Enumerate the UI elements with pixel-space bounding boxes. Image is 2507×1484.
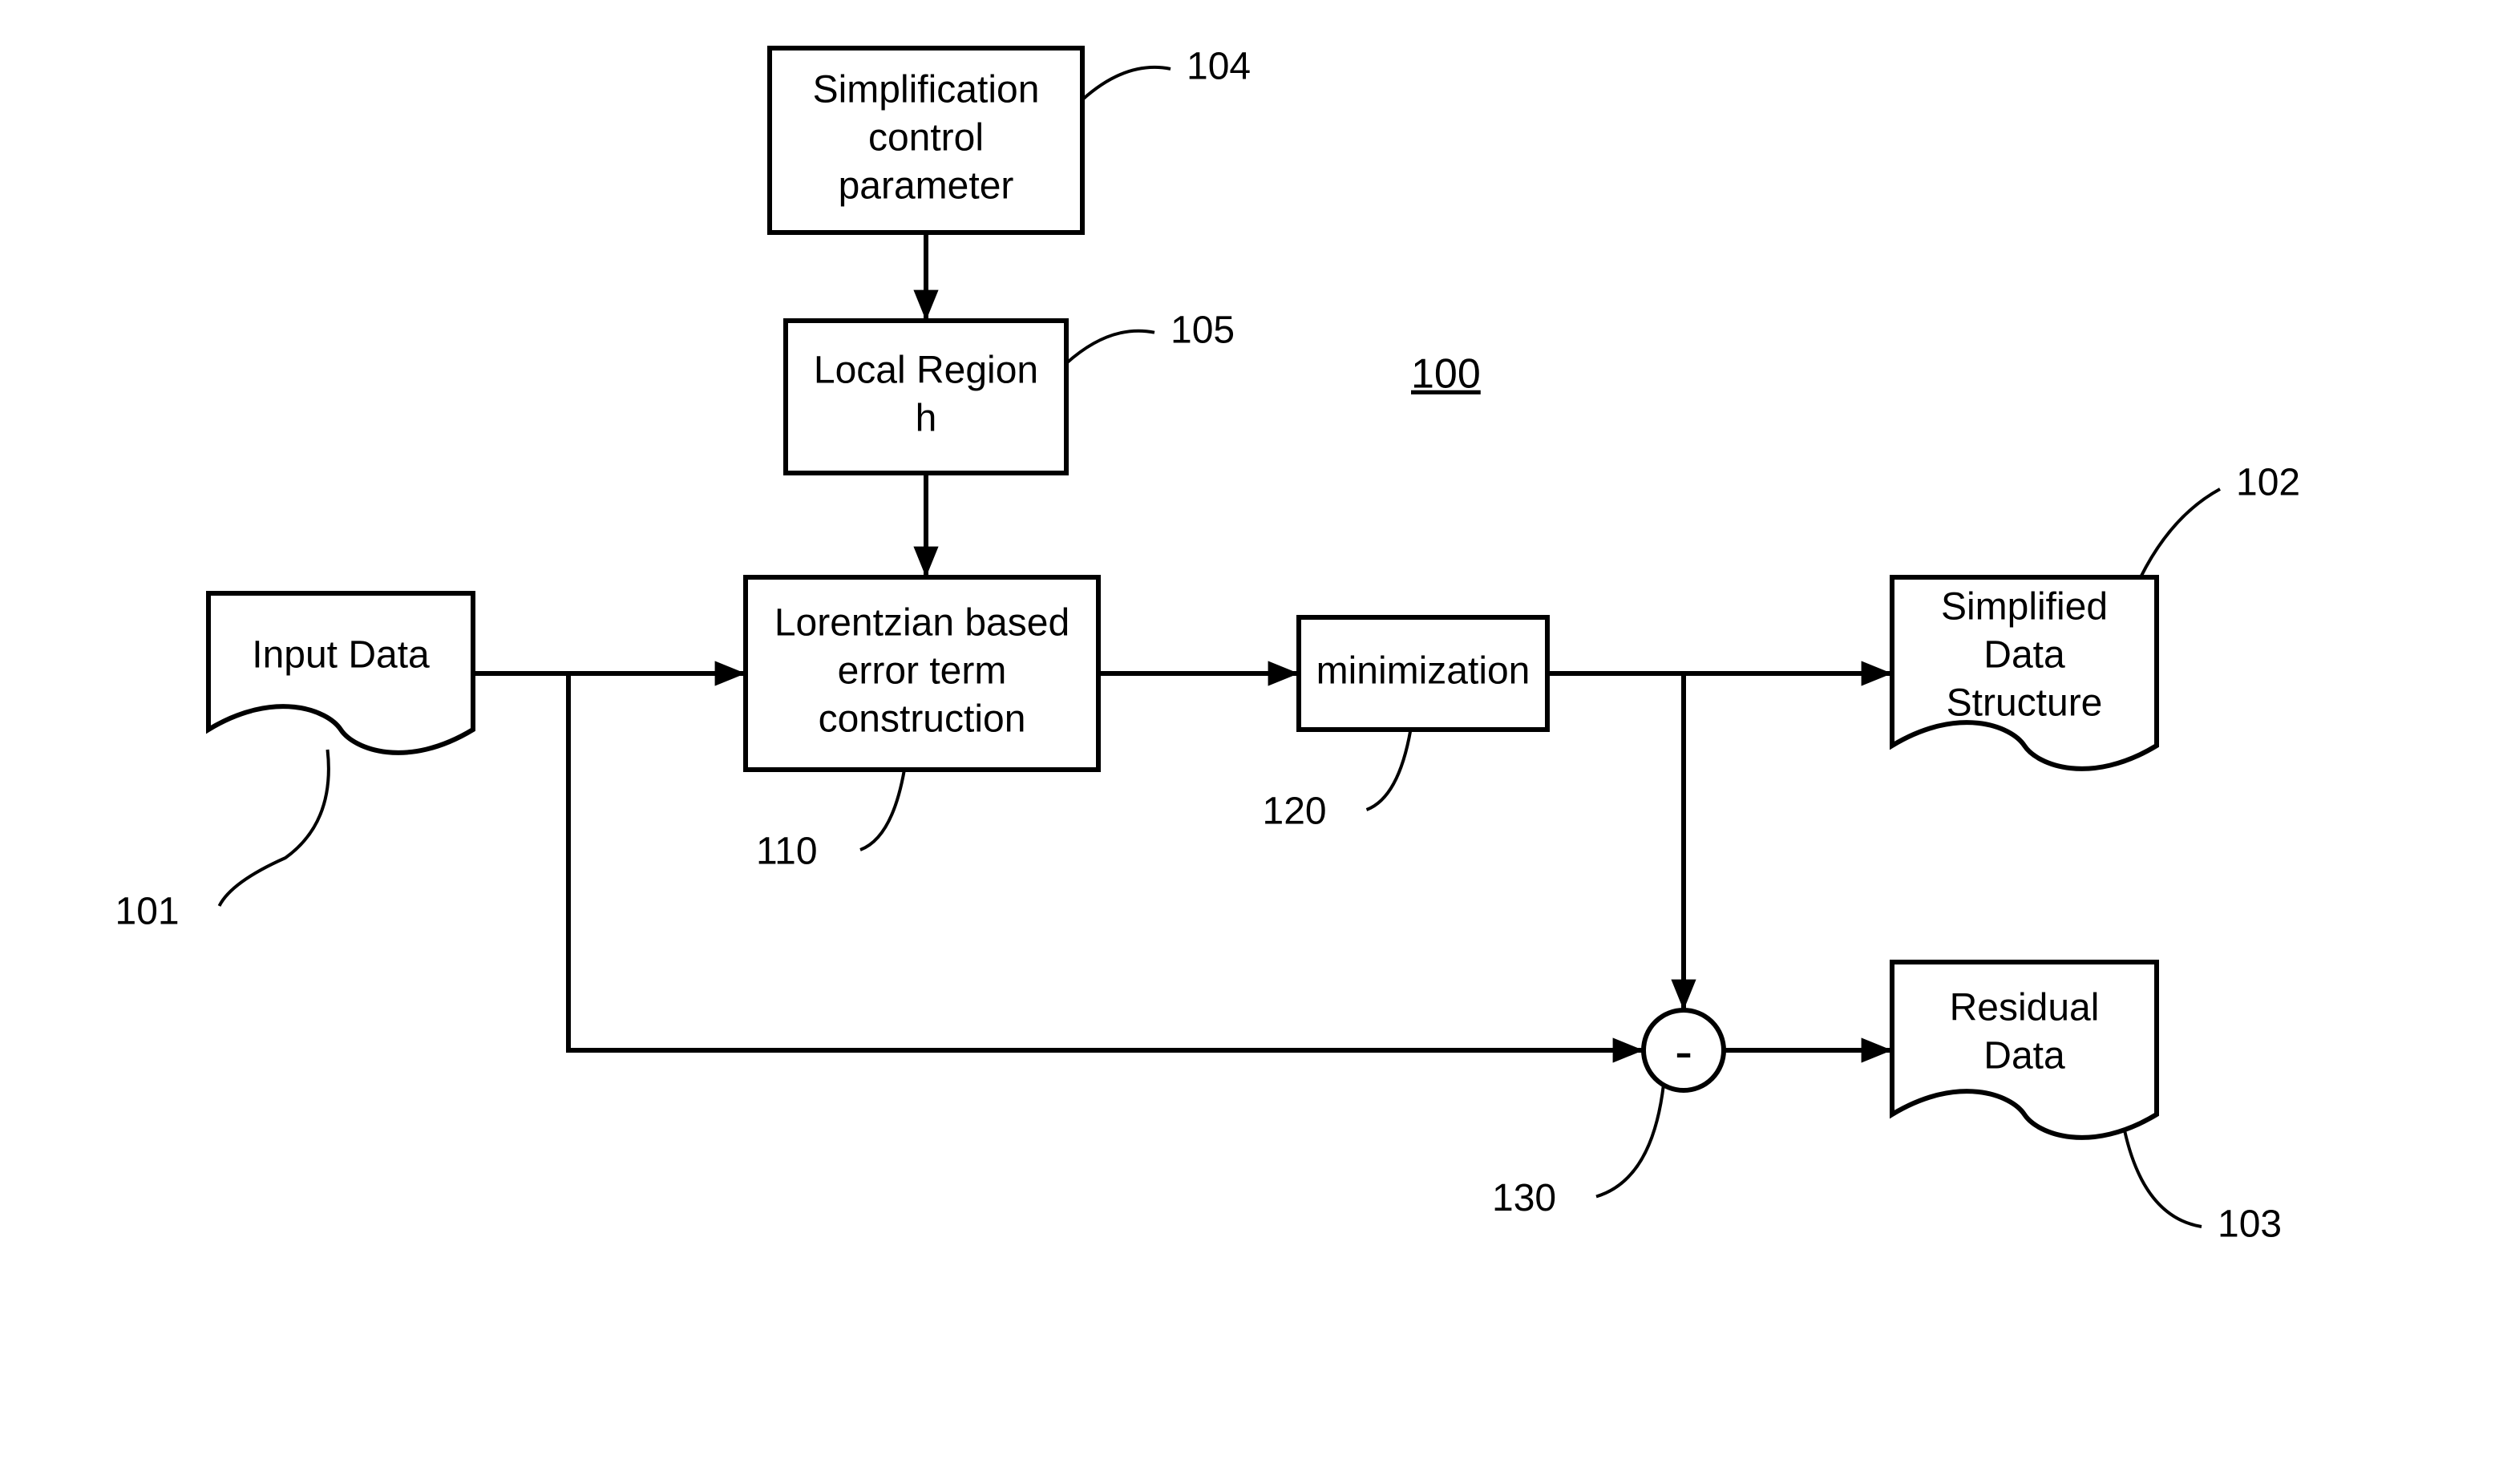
ref-leader [860, 770, 904, 850]
ref-leader [2141, 489, 2220, 577]
ref-number: 101 [115, 891, 180, 933]
node-text: Data [1983, 634, 2065, 677]
ref-leader [2125, 1130, 2202, 1227]
ref-number: 105 [1171, 309, 1235, 351]
node-text: Data [1983, 1035, 2065, 1078]
node-text: Residual [1950, 987, 2100, 1029]
node-text: construction [819, 698, 1026, 741]
ref-leader [1596, 1085, 1664, 1197]
node-text: Structure [1947, 682, 2103, 725]
node-text: h [916, 398, 937, 440]
flowchart-diagram: Simplification control parameter 104 Local R… [0, 0, 2507, 1484]
ref-number: 102 [2236, 462, 2300, 504]
figure-label: 100 [1411, 351, 1481, 398]
node-text: Input Data [252, 634, 430, 677]
ref-number: 104 [1187, 46, 1251, 88]
ref-number: 120 [1263, 791, 1327, 833]
node-text: error term [838, 650, 1007, 693]
ref-number: 103 [2218, 1203, 2282, 1246]
node-text: parameter [839, 165, 1014, 208]
ref-leader [220, 750, 329, 906]
ref-leader [1066, 331, 1154, 364]
ref-number: 130 [1492, 1177, 1556, 1219]
ref-leader [1082, 67, 1171, 100]
node-text: minimization [1316, 650, 1530, 693]
ref-number: 110 [756, 831, 818, 873]
node-text: Simplified [1941, 586, 2108, 629]
ref-leader [1367, 730, 1411, 810]
node-text: control [868, 117, 984, 160]
node-text: Simplification [813, 69, 1040, 111]
minus-sign: - [1675, 1021, 1692, 1082]
node-text: Lorentzian based [774, 602, 1070, 645]
node-text: Local Region [814, 350, 1038, 392]
